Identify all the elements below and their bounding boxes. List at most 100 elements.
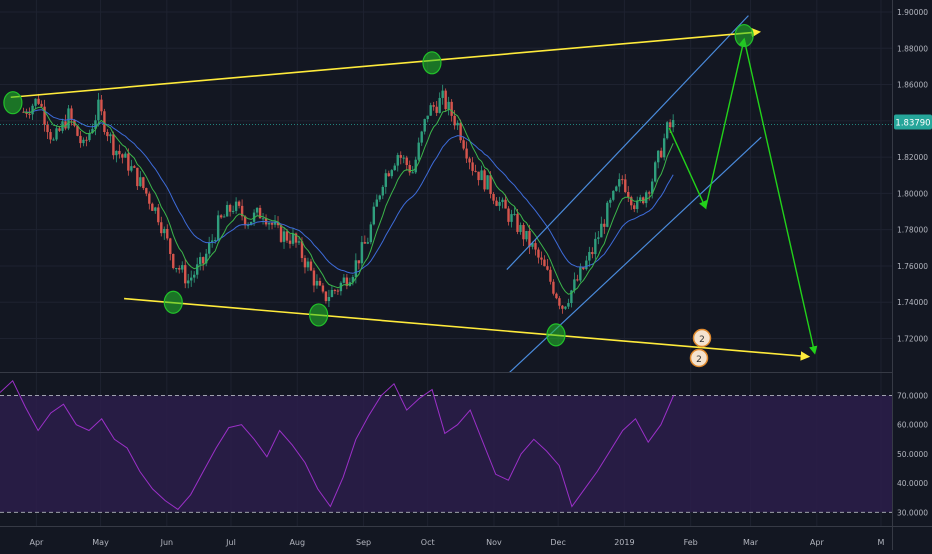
candle-body — [279, 225, 283, 242]
candle-body — [133, 166, 136, 168]
candle-body — [294, 233, 298, 243]
candle-body — [459, 122, 462, 141]
time-tick-label: Apr — [810, 538, 825, 547]
touch-point-marker[interactable] — [163, 290, 183, 314]
upper-trend-line[interactable] — [10, 27, 762, 99]
candle-body — [100, 99, 103, 112]
touch-point-marker[interactable] — [422, 51, 442, 75]
candle-body — [306, 261, 310, 268]
candle-body — [354, 260, 358, 278]
candle-body — [285, 231, 289, 241]
candle-body — [483, 170, 486, 190]
candle-body — [630, 197, 633, 206]
candle-body — [435, 106, 438, 113]
touch-point-marker[interactable] — [3, 91, 23, 115]
projection-arrow[interactable] — [704, 37, 747, 209]
candle-body — [543, 259, 546, 267]
trend-drawings[interactable] — [3, 15, 818, 373]
candle-body — [121, 154, 124, 158]
candle-body — [219, 215, 223, 218]
candle-body — [148, 193, 151, 204]
candle-body — [471, 162, 474, 171]
main-pane[interactable] — [0, 15, 892, 373]
candle-body — [501, 199, 504, 203]
candle-body — [420, 131, 423, 143]
candle-body — [414, 159, 417, 173]
candle-body — [357, 260, 361, 264]
candle-body — [633, 205, 636, 209]
rsi-tick-label: 60.0000 — [897, 421, 928, 430]
candle-body — [492, 193, 495, 201]
candle-body — [288, 240, 292, 244]
candle-body — [282, 231, 286, 242]
candle-body — [204, 253, 208, 264]
candle-body — [387, 173, 390, 177]
candle-body — [402, 157, 405, 159]
candle-body — [636, 200, 639, 209]
candle-body — [49, 132, 52, 140]
candle-body — [537, 249, 540, 258]
candle-body — [258, 207, 262, 219]
candle-body — [163, 228, 166, 234]
projection-arrow[interactable] — [668, 127, 707, 210]
candle-body — [46, 124, 49, 133]
candle-body — [193, 274, 196, 278]
candle-body — [28, 113, 31, 115]
event-badge-2[interactable] — [689, 348, 709, 368]
event-badge-1[interactable] — [692, 328, 712, 348]
projection-arrow[interactable] — [743, 39, 818, 355]
candle-body — [486, 175, 489, 190]
candle-body — [336, 290, 340, 292]
candle-body — [426, 115, 429, 120]
candle-body — [384, 173, 387, 187]
candle-body — [375, 199, 379, 207]
price-tick-label: 1.74000 — [897, 298, 928, 307]
candle-body — [97, 99, 100, 121]
candle-body — [58, 128, 61, 131]
rsi-tick-label: 30.0000 — [897, 508, 928, 517]
candle-body — [213, 239, 217, 241]
candle-body — [671, 120, 675, 128]
candle-body — [576, 279, 579, 281]
candle-body — [450, 101, 453, 116]
touch-point-marker[interactable] — [309, 303, 329, 327]
touch-point-marker[interactable] — [734, 23, 754, 48]
candle-body — [615, 186, 618, 191]
price-tick-label: 1.88000 — [897, 44, 928, 53]
candle-body — [453, 115, 456, 126]
candle-body — [318, 280, 322, 286]
candle-body — [570, 290, 573, 304]
candle-body — [270, 223, 274, 225]
candle-body — [393, 165, 396, 171]
candle-body — [519, 225, 522, 232]
candle-body — [597, 237, 600, 239]
candle-body — [662, 138, 666, 158]
candle-body — [64, 121, 67, 129]
candle-body — [549, 269, 552, 282]
candle-body — [642, 197, 645, 204]
candle-body — [187, 280, 190, 284]
lower-trend-line[interactable] — [124, 297, 811, 361]
candle-body — [234, 201, 238, 211]
touch-point-marker[interactable] — [546, 323, 566, 347]
candle-body — [145, 188, 148, 194]
candle-body — [405, 157, 408, 166]
candle-body — [342, 277, 346, 283]
candle-body — [309, 261, 313, 271]
candle-body — [315, 280, 319, 286]
candle-body — [606, 202, 609, 227]
channel-upper-line[interactable] — [506, 15, 749, 270]
candle-body — [240, 205, 244, 217]
time-tick-label: 2019 — [614, 538, 634, 547]
candle-body — [474, 170, 477, 172]
rsi-pane[interactable] — [0, 379, 892, 513]
event-badges[interactable]: 2 2 — [689, 328, 712, 368]
candle-body — [396, 155, 399, 166]
candle-body — [231, 210, 235, 212]
candle-body — [546, 266, 549, 270]
candle-body — [79, 135, 82, 144]
time-tick-label: Apr — [29, 538, 44, 547]
candle-body — [447, 101, 450, 110]
